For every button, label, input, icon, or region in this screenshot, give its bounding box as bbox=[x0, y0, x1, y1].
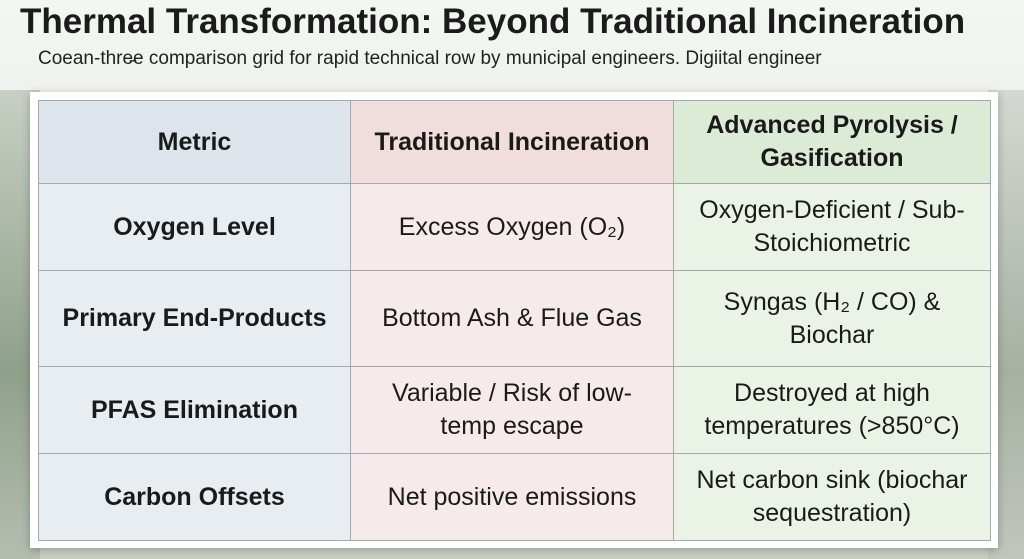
table-row: Carbon Offsets Net positive emissions Net … bbox=[38, 453, 991, 541]
table-cell: Variable / Risk of low-temp escape bbox=[350, 366, 674, 454]
table-cell: Oxygen-Deficient / Sub-Stoichiometric bbox=[673, 183, 991, 271]
table-cell: Bottom Ash & Flue Gas bbox=[350, 270, 674, 367]
comparison-table: Metric Traditional Incineration Advanced P… bbox=[38, 100, 991, 541]
table-row: PFAS Elimination Variable / Risk of low-t… bbox=[38, 366, 991, 454]
table-row: Primary End-Products Bottom Ash & Flue Ga… bbox=[38, 270, 991, 367]
table-cell: Destroyed at high temperatures (>850°C) bbox=[673, 366, 991, 454]
table-cell: Net positive emissions bbox=[350, 453, 674, 541]
metric-cell: Oxygen Level bbox=[38, 183, 351, 271]
subtitle: Coean-thre̵e comparison grid for rapid t… bbox=[38, 48, 822, 69]
metric-cell: PFAS Elimination bbox=[38, 366, 351, 454]
table-cell: Net carbon sink (biochar sequestration) bbox=[673, 453, 991, 541]
table-cell: Syngas (H₂ / CO) & Biochar bbox=[673, 270, 991, 367]
metric-cell: Primary End-Products bbox=[38, 270, 351, 367]
table-row: Oxygen Level Excess Oxygen (O₂) Oxygen-Def… bbox=[38, 183, 991, 271]
header-row: Metric Traditional Incineration Advanced P… bbox=[38, 100, 991, 184]
table-cell: Excess Oxygen (O₂) bbox=[350, 183, 674, 271]
metric-cell: Carbon Offsets bbox=[38, 453, 351, 541]
table-body: Oxygen Level Excess Oxygen (O₂) Oxygen-Def… bbox=[38, 183, 991, 541]
column-header: Advanced Pyrolysis / Gasification bbox=[673, 100, 991, 184]
column-header: Traditional Incineration bbox=[350, 100, 674, 184]
column-header: Metric bbox=[38, 100, 351, 184]
title: Thermal Transformation: Beyond Tradition… bbox=[20, 2, 966, 41]
